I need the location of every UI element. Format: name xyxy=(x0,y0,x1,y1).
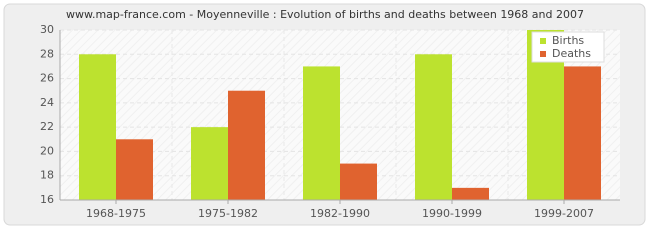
y-tick-label: 20 xyxy=(40,144,54,157)
y-tick-label: 18 xyxy=(40,169,54,182)
bar xyxy=(452,187,489,200)
legend-swatch xyxy=(540,38,546,44)
bar xyxy=(340,163,377,200)
bar xyxy=(228,90,265,200)
y-tick-label: 26 xyxy=(40,72,54,85)
bar xyxy=(79,54,116,201)
x-tick-label: 1990-1999 xyxy=(422,207,482,220)
legend-label: Deaths xyxy=(552,47,591,60)
page: www.map-france.com - Moyenneville : Evol… xyxy=(3,3,646,226)
legend-swatch xyxy=(540,51,546,57)
legend-label: Births xyxy=(552,34,584,47)
bar xyxy=(303,66,340,200)
chart-title: www.map-france.com - Moyenneville : Evol… xyxy=(66,8,584,21)
y-tick-label: 30 xyxy=(40,23,54,36)
bar xyxy=(116,139,153,200)
bar xyxy=(564,66,601,200)
x-tick-label: 1968-1975 xyxy=(86,207,146,220)
y-tick-label: 22 xyxy=(40,120,54,133)
y-tick-label: 16 xyxy=(40,193,54,206)
y-tick-label: 28 xyxy=(40,47,54,60)
x-tick-label: 1982-1990 xyxy=(310,207,370,220)
y-tick-label: 24 xyxy=(40,96,54,109)
bar xyxy=(191,127,228,200)
chart: www.map-france.com - Moyenneville : Evol… xyxy=(3,3,646,226)
x-tick-label: 1999-2007 xyxy=(534,207,594,220)
plot: 16 18 20 22 24 26 28 30 1968-1975 1975-1982 1982-1… xyxy=(40,23,620,220)
bar xyxy=(415,54,452,201)
x-tick-label: 1975-1982 xyxy=(198,207,258,220)
